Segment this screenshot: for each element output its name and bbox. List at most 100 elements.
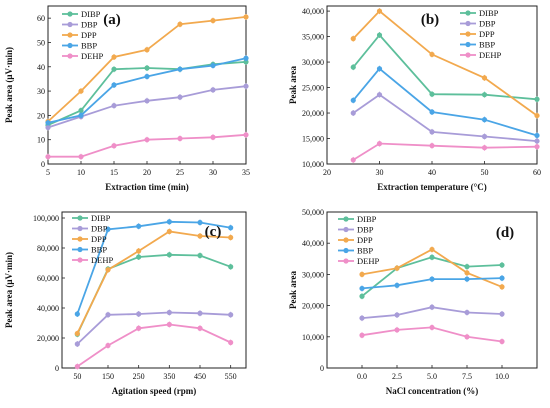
y-tick-label: 15,000 (302, 135, 324, 144)
legend-marker (77, 236, 83, 242)
panel-label: (a) (103, 12, 121, 28)
x-tick-label: 50 (481, 168, 489, 177)
data-point-dpp (228, 234, 234, 241)
data-point-dehp (464, 334, 470, 340)
legend-label: BBP (479, 40, 495, 50)
data-point-dpp (481, 75, 488, 81)
legend-marker (67, 32, 73, 38)
data-point-bbp (144, 73, 150, 80)
y-tick-label: 0 (55, 364, 59, 373)
legend-marker (343, 247, 349, 254)
data-point-dpp (429, 51, 435, 58)
data-point-dibp (243, 59, 249, 65)
data-point-bbp (376, 66, 383, 72)
legend-label: DEHP (357, 256, 379, 266)
x-tick-label: 5 (46, 168, 50, 177)
data-point-dibp (359, 293, 365, 299)
data-point-dpp (376, 8, 383, 14)
series-line-dehp (76, 323, 232, 368)
y-axis-label: Peak area (μV·min) (4, 252, 14, 328)
legend-marker (465, 20, 471, 27)
y-tick-label: 0 (41, 160, 45, 169)
data-point-dpp (74, 330, 80, 337)
x-tick-label: 50 (73, 372, 81, 381)
y-tick-label: 60,000 (37, 274, 59, 283)
data-point-dehp (243, 132, 249, 138)
y-tick-label: 10,000 (302, 160, 324, 169)
legend-marker (77, 257, 83, 263)
y-tick-label: 35,000 (302, 33, 324, 42)
legend-marker (343, 237, 349, 243)
data-point-dbp (534, 138, 540, 144)
y-tick-label: 40,000 (302, 239, 324, 248)
series-line-dehp (352, 142, 538, 161)
legend-marker (465, 10, 471, 16)
data-point-dbp (481, 133, 488, 140)
x-tick-label: 25 (176, 168, 184, 177)
data-point-bbp (166, 219, 172, 225)
data-point-dbp (144, 98, 150, 104)
legend-marker (77, 246, 83, 253)
x-axis-label: Extraction temperature (°C) (377, 182, 486, 192)
data-point-dibp (464, 264, 470, 270)
data-point-dibp (376, 32, 383, 38)
data-point-dibp (111, 66, 117, 72)
data-point-bbp (464, 276, 470, 282)
data-point-dpp (243, 14, 249, 20)
data-point-dbp (394, 312, 400, 318)
data-point-bbp (45, 120, 51, 126)
data-point-dehp (45, 154, 51, 160)
data-point-dehp (350, 157, 356, 163)
x-tick-label: 60 (533, 168, 541, 177)
y-tick-label: 20,000 (37, 334, 59, 343)
data-point-bbp (243, 55, 249, 61)
x-tick-label: 10.0 (495, 372, 509, 381)
data-point-dehp (177, 135, 183, 142)
legend-marker (67, 53, 73, 59)
data-point-dibp (481, 92, 488, 98)
data-point-dpp (464, 270, 470, 276)
data-point-dehp (210, 134, 216, 140)
series-line-bbp (352, 67, 538, 137)
legend-label: DIBP (357, 214, 377, 224)
legend-label: DBP (81, 20, 98, 30)
x-tick-label: 150 (102, 372, 114, 381)
legend-label: DPP (91, 234, 107, 244)
data-point-dbp (350, 110, 356, 116)
data-point-dbp (499, 311, 505, 317)
data-point-dibp (429, 254, 435, 260)
y-tick-label: 20,000 (302, 109, 324, 118)
legend-label: BBP (81, 41, 97, 51)
data-point-dpp (136, 248, 142, 254)
series-line-dbp (352, 93, 538, 142)
data-point-dibp (78, 107, 84, 114)
data-point-dpp (350, 36, 356, 42)
series-line-dpp (352, 9, 538, 117)
data-point-dehp (197, 325, 203, 331)
data-point-bbp (197, 219, 203, 226)
data-point-dpp (166, 228, 172, 235)
x-tick-label: 550 (225, 372, 237, 381)
legend-label: BBP (357, 246, 373, 256)
legend-label: DBP (91, 224, 108, 234)
y-tick-label: 100,000 (33, 214, 59, 223)
x-tick-label: 250 (133, 372, 145, 381)
data-point-dibp (429, 91, 435, 97)
series-line-dbp (76, 311, 231, 345)
panel-label: (b) (421, 12, 439, 28)
legend-label: DBP (357, 225, 374, 235)
data-point-dehp (105, 342, 111, 349)
data-point-dbp (359, 315, 365, 321)
data-point-dbp (429, 304, 435, 310)
data-point-dehp (499, 338, 505, 345)
y-axis-label: Peak area (μV·min) (4, 47, 14, 123)
data-point-bbp (394, 282, 400, 288)
data-point-dbp (210, 87, 216, 93)
series-line-dpp (76, 230, 231, 334)
data-point-dbp (177, 94, 183, 100)
x-axis-label: NaCl concentration (%) (386, 386, 478, 396)
legend-marker (77, 215, 83, 221)
series-line-dbp (47, 85, 247, 129)
y-tick-label: 40,000 (302, 7, 324, 16)
